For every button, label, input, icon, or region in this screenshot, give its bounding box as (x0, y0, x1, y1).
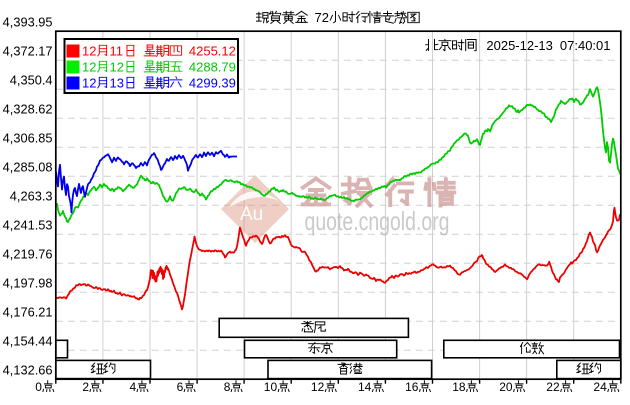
svg-text:4,306.85: 4,306.85 (3, 131, 53, 146)
svg-text:Au: Au (240, 204, 263, 225)
svg-text:10: 10 (264, 380, 278, 394)
svg-text:2: 2 (82, 380, 89, 394)
svg-text:quote.cngold.org: quote.cngold.org (305, 206, 450, 236)
svg-text:72: 72 (315, 10, 329, 25)
svg-text:4299.39: 4299.39 (189, 76, 236, 91)
svg-text:11: 11 (110, 44, 124, 59)
svg-text:4,372.17: 4,372.17 (3, 44, 53, 59)
svg-text:20: 20 (499, 380, 513, 394)
svg-text:4,132.66: 4,132.66 (3, 363, 53, 378)
svg-text:4,263.3: 4,263.3 (10, 189, 53, 204)
svg-text:12: 12 (82, 60, 96, 75)
svg-text:16: 16 (405, 380, 419, 394)
svg-text:4255.12: 4255.12 (189, 44, 236, 59)
svg-text:12: 12 (82, 76, 96, 91)
svg-text:13: 13 (110, 76, 124, 91)
svg-text:4,176.21: 4,176.21 (3, 305, 53, 320)
svg-text:6: 6 (177, 380, 184, 394)
svg-text:4,328.62: 4,328.62 (3, 102, 53, 117)
svg-text:14: 14 (358, 380, 372, 394)
svg-text:0: 0 (35, 380, 42, 394)
svg-text:4,350.4: 4,350.4 (10, 73, 53, 88)
svg-text:24: 24 (593, 380, 607, 394)
svg-text:4,241.53: 4,241.53 (3, 218, 53, 233)
svg-text:18: 18 (452, 380, 466, 394)
svg-text:4: 4 (130, 380, 137, 394)
svg-text:4,197.98: 4,197.98 (3, 276, 53, 291)
svg-text:8: 8 (224, 380, 231, 394)
svg-text:4,154.44: 4,154.44 (3, 334, 53, 349)
svg-text:4,219.76: 4,219.76 (3, 247, 53, 262)
svg-text:12: 12 (311, 380, 325, 394)
svg-text:4,393.95: 4,393.95 (3, 15, 53, 30)
svg-text:07:40:01: 07:40:01 (560, 38, 611, 53)
svg-text:22: 22 (546, 380, 560, 394)
svg-text:4,285.08: 4,285.08 (3, 160, 53, 175)
svg-text:12: 12 (110, 60, 124, 75)
svg-text:2025-12-13: 2025-12-13 (486, 38, 553, 53)
svg-text:12: 12 (82, 44, 96, 59)
svg-text:4288.79: 4288.79 (189, 60, 236, 75)
